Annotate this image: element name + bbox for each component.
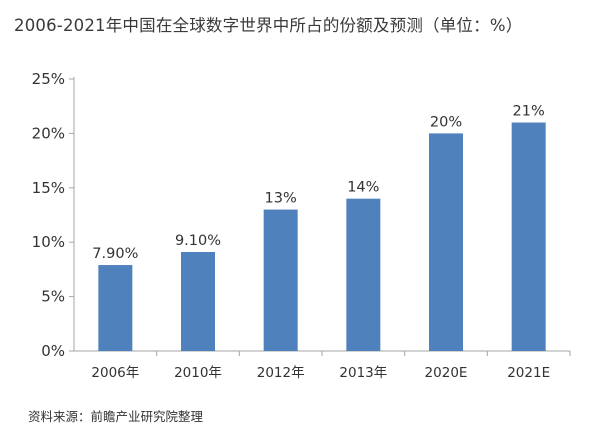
x-tick-label: 2012年	[257, 365, 305, 381]
x-tick-label: 2010年	[174, 365, 222, 381]
data-label: 14%	[347, 180, 379, 196]
bar	[511, 122, 546, 352]
data-label: 9.10%	[175, 233, 221, 249]
bar	[429, 133, 463, 351]
chart-title: 2006-2021年中国在全球数字世界中所占的份额及预测（单位：%）	[14, 16, 523, 35]
bar	[346, 198, 381, 351]
data-label: 20%	[430, 114, 462, 130]
data-label: 21%	[513, 104, 545, 120]
source-note: 资料来源：前瞻产业研究院整理	[28, 409, 204, 424]
y-tick-label: 25%	[32, 70, 65, 88]
bar	[263, 209, 298, 351]
y-tick-label: 0%	[41, 342, 65, 360]
y-tick-label: 10%	[32, 233, 65, 251]
data-label: 13%	[265, 191, 297, 207]
y-tick-label: 5%	[41, 288, 65, 306]
y-tick-label: 20%	[32, 124, 65, 142]
bar	[98, 265, 133, 351]
y-tick-label: 15%	[32, 179, 65, 197]
x-tick-label: 2021E	[507, 365, 550, 381]
data-label: 7.90%	[92, 246, 138, 262]
x-tick-label: 2020E	[425, 365, 468, 381]
x-tick-label: 2013年	[339, 365, 387, 381]
bar	[181, 251, 215, 351]
x-tick-label: 2006年	[91, 365, 139, 381]
